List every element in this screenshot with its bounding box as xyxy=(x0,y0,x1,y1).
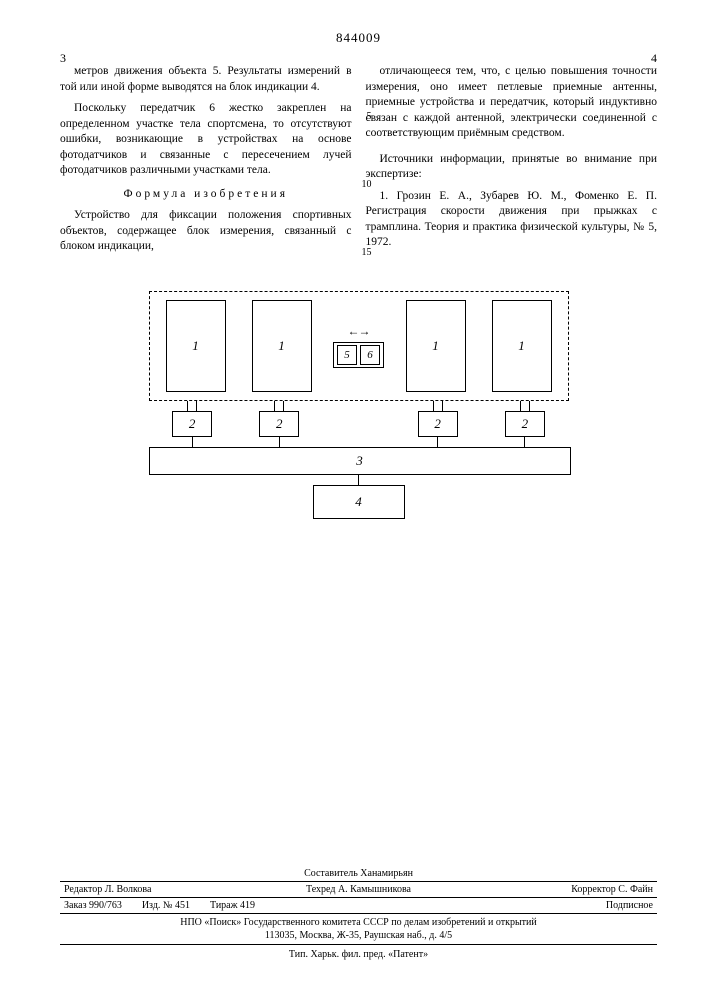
diagram-block-56: ←→ 5 6 xyxy=(338,324,380,368)
block-diagram: 1 1 ←→ 5 6 1 1 2 2 2 2 xyxy=(149,291,569,519)
footer-addr2: 113035, Москва, Ж-35, Раушская наб., д. … xyxy=(265,930,452,941)
diagram-block-6: 6 xyxy=(360,345,380,365)
footer-tirazh: Тираж 419 xyxy=(210,900,255,911)
line-marker-10: 10 xyxy=(360,178,372,192)
diagram-top-row: 1 1 ←→ 5 6 1 1 xyxy=(149,291,569,401)
diagram-block-2b: 2 xyxy=(259,411,299,437)
page-col-number-left: 3 xyxy=(60,50,66,66)
formula-title: Формула изобретения xyxy=(60,187,352,203)
footer-corrector: Корректор С. Файн xyxy=(458,882,657,897)
footer-podpisnoe: Подписное xyxy=(606,900,653,911)
footer-editor: Редактор Л. Волкова xyxy=(60,882,259,897)
footer-printer: Тип. Харьк. фил. пред. «Патент» xyxy=(60,945,657,960)
diagram-block-5: 5 xyxy=(337,345,357,365)
diagram-leads-1 xyxy=(149,401,569,411)
left-p1: метров движения объекта 5. Результаты из… xyxy=(60,64,352,95)
footer-pub-row: Заказ 990/763 Изд. № 451 Тираж 419 Подпи… xyxy=(60,898,657,914)
diagram-block-2c: 2 xyxy=(418,411,458,437)
right-p1: отличающееся тем, что, с целью повышения… xyxy=(366,64,658,142)
footer-imprint: Составитель Ханамирьян Редактор Л. Волко… xyxy=(60,868,657,960)
line-marker-5: 5 xyxy=(360,110,372,124)
diagram-block-2a: 2 xyxy=(172,411,212,437)
footer-address: НПО «Поиск» Государственного комитета СС… xyxy=(60,914,657,945)
left-p3: Устройство для фиксации положения спорти… xyxy=(60,208,352,255)
right-column: 4 5 10 15 отличающееся тем, что, с целью… xyxy=(366,64,658,261)
footer-compiler: Составитель Ханамирьян xyxy=(60,868,657,879)
left-p2: Поскольку передатчик 6 жестко закреплен … xyxy=(60,101,352,179)
diagram-leads-2 xyxy=(149,437,569,447)
diagram-block-4: 4 xyxy=(313,485,405,519)
diagram-block-3: 3 xyxy=(149,447,571,475)
diagram-block-1d: 1 xyxy=(492,300,552,392)
text-columns: 3 метров движения объекта 5. Результаты … xyxy=(60,64,657,261)
diagram-block-1c: 1 xyxy=(406,300,466,392)
diagram-block-1a: 1 xyxy=(166,300,226,392)
diagram-block-2d: 2 xyxy=(505,411,545,437)
footer-credits-row: Редактор Л. Волкова Техред А. Камышников… xyxy=(60,881,657,898)
footer-izd: Изд. № 451 xyxy=(142,900,190,911)
page-col-number-right: 4 xyxy=(651,50,657,66)
left-column: 3 метров движения объекта 5. Результаты … xyxy=(60,64,352,261)
diagram-row-2: 2 2 2 2 xyxy=(149,411,569,437)
sources-title: Источники информации, принятые во вниман… xyxy=(366,152,658,183)
document-number: 844009 xyxy=(60,30,657,46)
diagram-lead-3 xyxy=(358,475,359,485)
footer-order: Заказ 990/763 xyxy=(64,900,122,911)
diagram-block-1b: 1 xyxy=(252,300,312,392)
right-p2: 1. Грозин Е. А., Зубарев Ю. М., Фоменко … xyxy=(366,189,658,251)
footer-techred: Техред А. Камышникова xyxy=(259,882,458,897)
line-marker-15: 15 xyxy=(360,246,372,260)
footer-addr1: НПО «Поиск» Государственного комитета СС… xyxy=(180,917,537,928)
double-arrow-icon: ←→ xyxy=(348,324,370,339)
